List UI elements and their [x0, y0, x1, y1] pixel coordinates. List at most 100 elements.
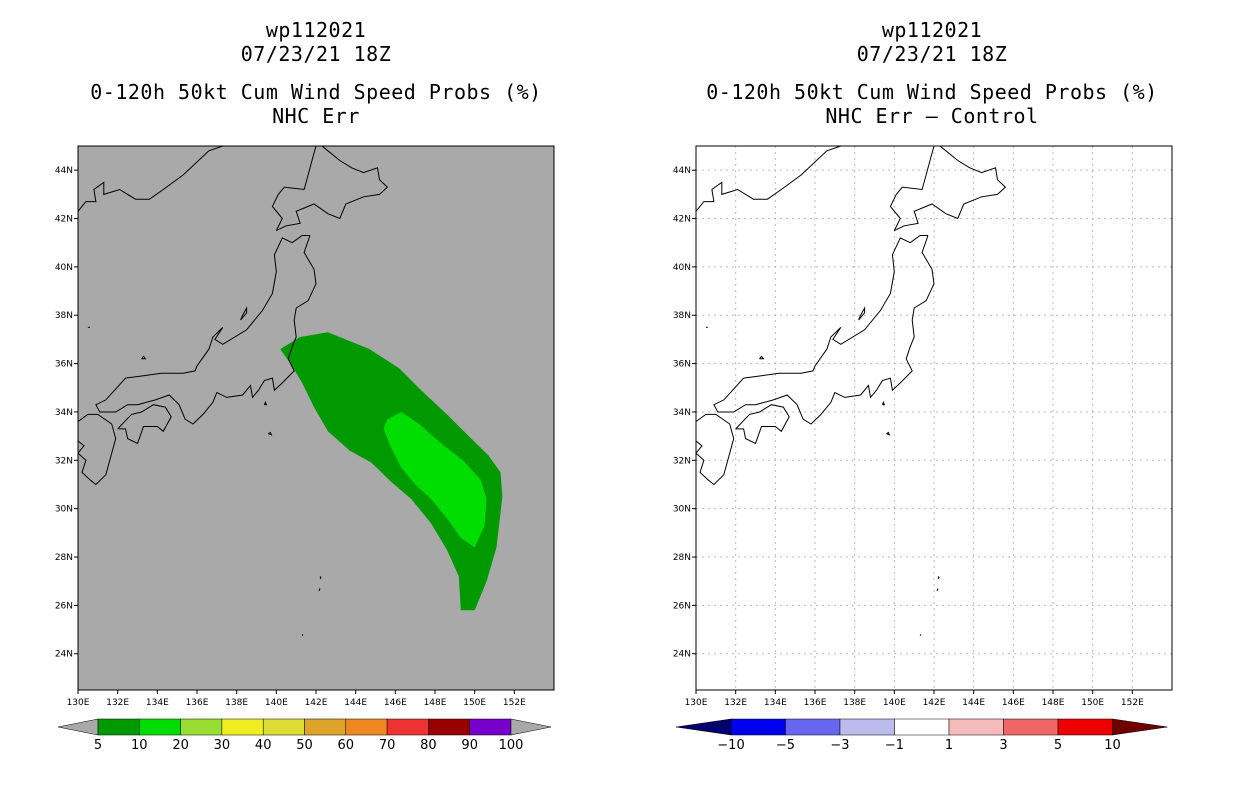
lon-tick-label: 132E [724, 698, 747, 708]
lon-tick-label: 142E [923, 698, 946, 708]
colorbar-swatch [839, 718, 895, 736]
lon-tick-label: 146E [1002, 698, 1025, 708]
left-storm-id: wp112021 [265, 18, 367, 42]
coastline-honshu [95, 235, 317, 425]
left-datetime: 07/23/21 18Z [240, 42, 392, 66]
colorbar-label: 50 [296, 738, 313, 753]
colorbar-label: 100 [499, 738, 524, 753]
coastline-korea [78, 146, 223, 212]
lat-tick-label: 36N [55, 360, 73, 370]
lat-tick-label: 42N [55, 215, 73, 225]
coastline-hokkaido2 [276, 146, 389, 232]
left-panel-title: wp112021 07/23/21 18Z 0-120h 50kt Cum Wi… [56, 18, 576, 128]
coastline-bonin2 [936, 588, 939, 592]
lon-tick-label: 134E [146, 698, 169, 708]
coastline-sado [240, 306, 248, 321]
coastline-honshu [713, 235, 935, 425]
lat-tick-label: 26N [55, 601, 73, 611]
colorbar-label: 40 [255, 738, 272, 753]
left-map-background [78, 146, 554, 690]
lat-tick-label: 38N [673, 311, 691, 321]
lat-tick-label: 30N [55, 505, 73, 515]
colorbar-swatch [785, 718, 841, 736]
lat-tick-label: 24N [55, 650, 73, 660]
coastline-izu2 [268, 431, 273, 436]
colorbar-label: 20 [172, 738, 189, 753]
colorbar-label: 10 [131, 738, 148, 753]
lat-tick-label: 40N [55, 263, 73, 273]
colorbar-label: 80 [420, 738, 437, 753]
colorbar-swatch [1003, 718, 1059, 736]
lon-tick-label: 138E [843, 698, 866, 708]
coastline-izu1 [881, 400, 886, 406]
colorbar-label: 1 [945, 738, 953, 753]
right-storm-id: wp112021 [881, 18, 983, 42]
lon-tick-label: 146E [384, 698, 407, 708]
lon-tick-label: 152E [1121, 698, 1144, 708]
lat-tick-label: 44N [55, 166, 73, 176]
colorbar-swatch [428, 718, 470, 736]
lat-tick-label: 36N [673, 360, 691, 370]
coastline-kyushu [78, 413, 117, 486]
colorbar-low-arrow [675, 718, 732, 736]
coastline-bonin2 [318, 588, 321, 592]
lon-tick-label: 144E [962, 698, 985, 708]
colorbar-swatch [345, 718, 388, 736]
probability-region-10-20 [383, 412, 487, 548]
lon-tick-label: 130E [67, 698, 90, 708]
colorbar-label: 5 [94, 738, 102, 753]
lon-tick-label: 142E [305, 698, 328, 708]
lat-tick-label: 34N [673, 408, 691, 418]
lat-tick-label: 28N [673, 553, 691, 563]
coastline-sado [858, 306, 866, 321]
colorbar-label: −3 [830, 738, 849, 753]
lat-tick-label: 32N [673, 456, 691, 466]
lat-tick-label: 38N [55, 311, 73, 321]
coastline-bonin1 [937, 576, 940, 580]
lat-tick-label: 44N [673, 166, 691, 176]
lon-tick-label: 150E [1081, 698, 1104, 708]
lat-tick-label: 40N [673, 263, 691, 273]
colorbar-swatch [221, 718, 264, 736]
colorbar-swatch [948, 718, 1004, 736]
right-colorbar: −10 −5 −3 −1 1 3 5 10 [675, 718, 1168, 753]
colorbar-swatch [386, 718, 429, 736]
lon-tick-label: 136E [804, 698, 827, 708]
lon-tick-label: 140E [265, 698, 288, 708]
lon-tick-label: 140E [883, 698, 906, 708]
coastline-hokkaido [889, 146, 935, 231]
coastline-iwo [919, 634, 922, 636]
lon-tick-label: 148E [1042, 698, 1065, 708]
lat-tick-label: 28N [55, 553, 73, 563]
right-product: 0-120h 50kt Cum Wind Speed Probs (%) [706, 80, 1158, 104]
left-colorbar: 5 10 20 30 40 50 60 70 80 90 100 [57, 718, 552, 753]
right-panel-title: wp112021 07/23/21 18Z 0-120h 50kt Cum Wi… [672, 18, 1192, 128]
lat-tick-label: 30N [673, 505, 691, 515]
right-datetime: 07/23/21 18Z [856, 42, 1008, 66]
lon-tick-label: 132E [106, 698, 129, 708]
coastline-oki [141, 355, 147, 360]
colorbar-swatch [97, 718, 140, 736]
colorbar-high-arrow [510, 718, 552, 736]
lon-tick-label: 136E [186, 698, 209, 708]
lon-tick-label: 138E [225, 698, 248, 708]
right-map-panel: 130E 132E 134E 136E 138E 140E 142E 144E 146E 148E… [673, 145, 1173, 708]
lon-tick-label: 134E [764, 698, 787, 708]
lon-tick-label: 152E [503, 698, 526, 708]
colorbar-high-arrow [1112, 718, 1168, 736]
lon-tick-label: 144E [344, 698, 367, 708]
lat-tick-label: 42N [673, 215, 691, 225]
colorbar-swatch [262, 718, 305, 736]
coastline-hokkaido2 [894, 146, 1007, 232]
colorbar-swatch [894, 718, 950, 736]
colorbar-label: −10 [717, 738, 744, 753]
coastline-izu1 [263, 400, 268, 406]
colorbar-label: −5 [776, 738, 795, 753]
colorbar-label: 10 [1104, 738, 1121, 753]
right-subtitle: NHC Err – Control [825, 104, 1039, 128]
colorbar-swatch [469, 718, 512, 736]
probability-region-5-10 [280, 332, 503, 611]
coastline-izu2 [886, 431, 891, 436]
coastline-shikoku [735, 404, 790, 445]
